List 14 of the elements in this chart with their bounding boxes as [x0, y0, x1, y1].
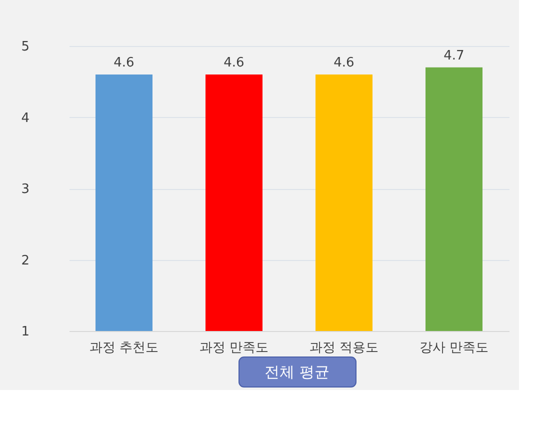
data-label: 4.6 [334, 56, 354, 70]
y-tick-label: 1 [21, 324, 30, 340]
y-tick-label: 2 [21, 253, 30, 268]
text: 전체 평균 [264, 363, 330, 381]
y-tick-label: 5 [21, 40, 30, 54]
data-label: 4.6 [114, 56, 134, 70]
y-tick-label: 3 [21, 182, 30, 197]
y-tick-label: 4 [21, 110, 30, 126]
x-tick-label: 과정 만족도 [199, 340, 269, 356]
x-tick-label: 과정 적용도 [309, 340, 379, 356]
data-label: 4.6 [224, 56, 244, 70]
x-tick-label: 과정 추천도 [89, 340, 159, 356]
data-label: 4.7 [444, 48, 464, 64]
x-tick-label: 강사 만족도 [419, 340, 489, 356]
